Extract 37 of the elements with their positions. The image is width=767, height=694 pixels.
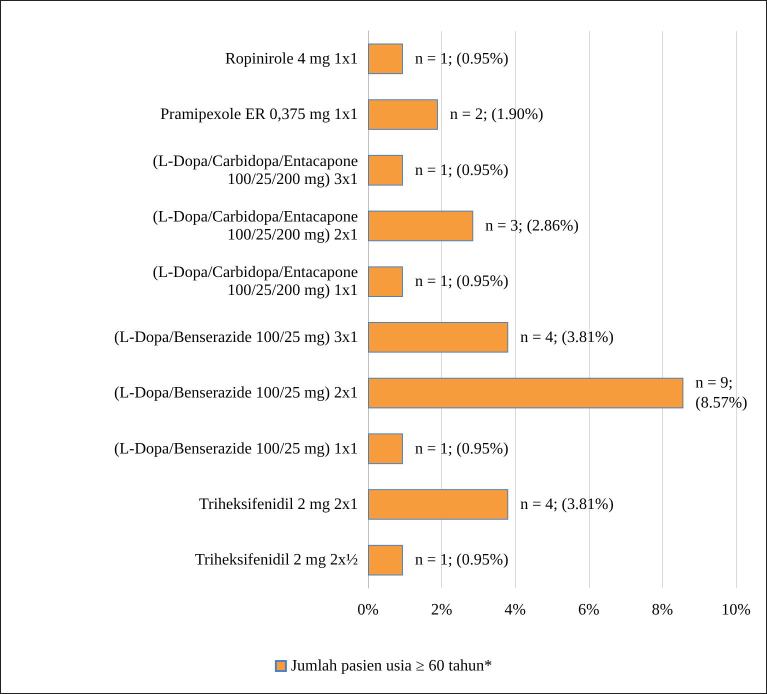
data-label: n = 4; (3.81%)	[520, 496, 614, 513]
data-label: n = 1; (0.95%)	[414, 273, 508, 290]
bar	[368, 544, 403, 576]
x-tick-label: 4%	[504, 602, 526, 618]
bar	[368, 433, 403, 464]
bar	[368, 266, 403, 297]
bar	[368, 378, 684, 408]
data-label: n = 9; (8.57%)	[695, 374, 748, 412]
y-tick-label: (L-Dopa/Benserazide 100/25 mg) 1x1	[114, 440, 358, 458]
data-label: n = 1; (0.95%)	[414, 50, 508, 68]
legend-label: Jumlah pasien usia ≥ 60 tahun*	[290, 658, 492, 674]
bar	[368, 154, 403, 186]
x-tick-label: 2%	[430, 602, 452, 618]
y-tick-label: (L-Dopa/Carbidopa/Entacapone 100/25/200 mg) 2x1	[152, 208, 358, 244]
data-label: n = 2; (1.90%)	[450, 106, 544, 124]
data-label: n = 4; (3.81%)	[520, 328, 614, 346]
y-tick-label: Pramipexole ER 0,375 mg 1x1	[160, 106, 358, 124]
y-tick-label: (L-Dopa/Carbidopa/Entacapone 100/25/200 mg) 1x1	[152, 264, 358, 300]
data-label: n = 1; (0.95%)	[414, 162, 508, 179]
y-tick-label: (L-Dopa/Benserazide 100/25 mg) 3x1	[114, 328, 358, 346]
data-label: n = 1; (0.95%)	[414, 552, 508, 569]
y-tick-label: (L-Dopa/Benserazide 100/25 mg) 2x1	[114, 384, 358, 402]
bar	[368, 210, 474, 242]
bar	[368, 489, 508, 520]
y-tick-label: Triheksifenidil 2 mg 2x1	[199, 496, 358, 513]
bar	[368, 44, 403, 74]
x-tick-label: 8%	[652, 602, 674, 618]
data-label: n = 3; (2.86%)	[485, 217, 579, 234]
bar	[368, 322, 508, 353]
bar	[368, 99, 438, 130]
y-tick-label: Ropinirole 4 mg 1x1	[225, 50, 358, 68]
x-tick-label: 0%	[357, 602, 379, 618]
data-label: n = 1; (0.95%)	[414, 440, 508, 458]
x-tick-label: 6%	[578, 602, 600, 618]
y-tick-label: (L-Dopa/Carbidopa/Entacapone 100/25/200 mg) 3x1	[152, 152, 358, 188]
y-tick-label: Triheksifenidil 2 mg 2x½	[195, 552, 358, 569]
x-tick-label: 10%	[721, 602, 751, 618]
